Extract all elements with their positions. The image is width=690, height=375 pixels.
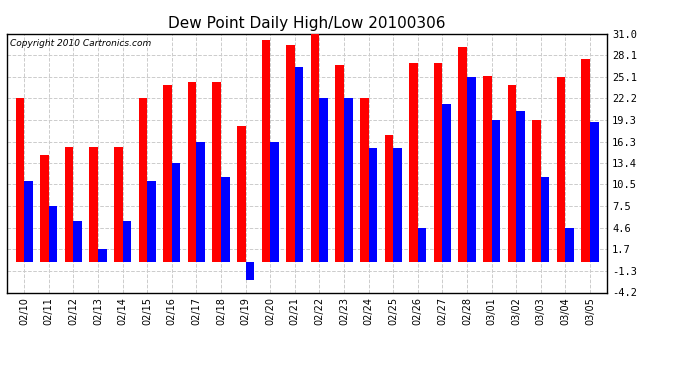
Bar [516,111,525,262]
Bar [582,60,590,262]
Bar [295,67,304,262]
Bar [458,47,467,262]
Bar [49,207,57,262]
Bar [172,163,180,262]
Bar [434,63,442,262]
Bar [163,85,172,262]
Bar [310,30,319,262]
Bar [114,147,123,262]
Bar [417,228,426,262]
Bar [270,142,279,262]
Bar [24,181,32,262]
Bar [565,228,574,262]
Bar [15,99,24,262]
Bar [368,148,377,262]
Bar [393,148,402,262]
Bar [221,177,230,262]
Bar [286,45,295,262]
Bar [344,99,353,262]
Bar [409,63,417,262]
Text: Copyright 2010 Cartronics.com: Copyright 2010 Cartronics.com [10,39,151,48]
Bar [237,126,246,262]
Bar [557,77,565,262]
Bar [147,181,156,262]
Bar [319,99,328,262]
Bar [262,40,270,262]
Bar [491,120,500,262]
Bar [139,99,147,262]
Bar [508,85,516,262]
Bar [384,135,393,262]
Bar [197,142,205,262]
Bar [442,104,451,262]
Bar [335,64,344,262]
Title: Dew Point Daily High/Low 20100306: Dew Point Daily High/Low 20100306 [168,16,446,31]
Bar [541,177,549,262]
Bar [213,81,221,262]
Bar [188,81,197,262]
Bar [89,147,98,262]
Bar [123,221,131,262]
Bar [246,262,254,280]
Bar [360,99,368,262]
Bar [532,120,541,262]
Bar [98,249,106,262]
Bar [73,221,82,262]
Bar [590,122,599,262]
Bar [65,147,73,262]
Bar [467,77,475,262]
Bar [483,76,491,262]
Bar [40,155,49,262]
